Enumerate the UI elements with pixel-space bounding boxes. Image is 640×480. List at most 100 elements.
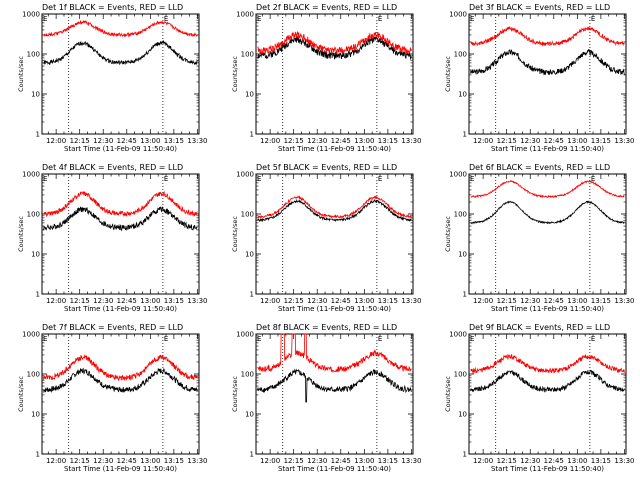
- x-tick-label: 12:15: [497, 137, 517, 145]
- x-tick-label: 12:30: [93, 297, 113, 305]
- x-axis-label: Start Time (11-Feb-09 11:50:40): [491, 465, 604, 473]
- y-tick-label: 1: [36, 451, 40, 459]
- x-tick-label: 12:45: [331, 457, 351, 465]
- x-tick-label: 13:15: [378, 137, 398, 145]
- x-axis-label: Start Time (11-Feb-09 11:50:40): [491, 145, 604, 153]
- x-tick-label: 13:15: [378, 457, 398, 465]
- chart-panel-4: Det 4f BLACK = Events, RED = LLD 1 10 100 10…: [17, 163, 208, 313]
- x-tick-label: 12:15: [70, 297, 90, 305]
- chart-panel-1: Det 1f BLACK = Events, RED = LLD 1 10 100 10…: [17, 3, 208, 153]
- y-tick-label: 10: [458, 251, 467, 259]
- marker-e-end: E: [164, 175, 168, 183]
- series-line-lld: [257, 31, 412, 55]
- marker-e-start: E: [257, 175, 261, 183]
- x-tick-label: 13:15: [164, 137, 184, 145]
- y-tick-label: 1000: [22, 171, 40, 179]
- y-tick-label: 10: [245, 91, 254, 99]
- series-line-events: [43, 40, 198, 66]
- plot-frame: [468, 13, 627, 135]
- marker-e-end: E: [591, 15, 595, 23]
- x-tick-label: 12:45: [117, 137, 137, 145]
- x-tick-label: 12:30: [307, 137, 327, 145]
- y-tick-label: 100: [454, 211, 467, 219]
- chart-panel-9: Det 9f BLACK = Events, RED = LLD 1 10 100 10…: [444, 323, 635, 473]
- x-tick-label: 12:15: [284, 137, 304, 145]
- y-axis-label: Counts/sec: [444, 216, 452, 252]
- x-axis-label: Start Time (11-Feb-09 11:50:40): [491, 305, 604, 313]
- series-line-lld: [43, 19, 198, 38]
- x-tick-label: 12:00: [260, 297, 280, 305]
- marker-e-start: E: [257, 15, 261, 23]
- chart-title: Det 4f BLACK = Events, RED = LLD: [42, 163, 183, 172]
- x-axis-label: Start Time (11-Feb-09 11:50:40): [278, 145, 391, 153]
- chart-title: Det 2f BLACK = Events, RED = LLD: [256, 3, 397, 12]
- plot-frame: [468, 173, 627, 295]
- y-tick-label: 100: [241, 371, 254, 379]
- marker-e-end: E: [378, 15, 382, 23]
- chart-title: Det 3f BLACK = Events, RED = LLD: [469, 3, 610, 12]
- x-tick-label: 13:00: [140, 457, 160, 465]
- plot-frame: [41, 13, 200, 135]
- x-tick-label: 12:15: [497, 297, 517, 305]
- y-tick-label: 1000: [449, 171, 467, 179]
- x-axis-label: Start Time (11-Feb-09 11:50:40): [64, 465, 177, 473]
- series-line-lld: [257, 195, 412, 220]
- y-tick-label: 10: [458, 91, 467, 99]
- y-tick-label: 1000: [22, 331, 40, 339]
- y-tick-label: 1000: [236, 11, 254, 19]
- marker-e-end: E: [164, 335, 168, 343]
- x-tick-label: 12:00: [46, 137, 66, 145]
- chart-panel-7: Det 7f BLACK = Events, RED = LLD 1 10 100 10…: [17, 323, 208, 473]
- y-tick-label: 100: [27, 211, 40, 219]
- marker-e-end: E: [378, 175, 382, 183]
- chart-title: Det 5f BLACK = Events, RED = LLD: [256, 163, 397, 172]
- x-tick-label: 13:30: [187, 137, 207, 145]
- x-tick-label: 13:30: [401, 297, 421, 305]
- chart-title: Det 1f BLACK = Events, RED = LLD: [42, 3, 183, 12]
- x-tick-label: 12:45: [331, 137, 351, 145]
- x-tick-label: 12:30: [520, 137, 540, 145]
- x-tick-label: 13:30: [401, 137, 421, 145]
- series-line-events: [257, 368, 412, 403]
- series-line-lld: [470, 25, 625, 47]
- x-tick-label: 13:00: [567, 297, 587, 305]
- x-tick-label: 12:15: [70, 457, 90, 465]
- marker-e-start: E: [470, 175, 474, 183]
- x-tick-label: 12:00: [260, 457, 280, 465]
- series-line-events: [43, 367, 198, 394]
- x-tick-label: 13:00: [140, 137, 160, 145]
- x-tick-label: 13:00: [140, 297, 160, 305]
- y-tick-label: 1000: [449, 331, 467, 339]
- x-axis-label: Start Time (11-Feb-09 11:50:40): [278, 305, 391, 313]
- y-tick-label: 1000: [22, 11, 40, 19]
- x-tick-label: 12:00: [46, 297, 66, 305]
- y-tick-label: 100: [27, 51, 40, 59]
- x-tick-label: 13:30: [614, 137, 634, 145]
- chart-panel-5: Det 5f BLACK = Events, RED = LLD 1 10 100 10…: [231, 163, 422, 313]
- y-tick-label: 100: [454, 371, 467, 379]
- y-axis-label: Counts/sec: [231, 216, 239, 252]
- x-tick-label: 13:15: [378, 297, 398, 305]
- series-line-lld: [257, 333, 412, 373]
- x-tick-label: 12:30: [307, 457, 327, 465]
- y-tick-label: 100: [241, 211, 254, 219]
- chart-panel-2: Det 2f BLACK = Events, RED = LLD 1 10 100 10…: [231, 3, 422, 153]
- x-axis-label: Start Time (11-Feb-09 11:50:40): [64, 305, 177, 313]
- series-line-events: [470, 369, 625, 393]
- y-tick-label: 10: [31, 251, 40, 259]
- x-tick-label: 12:45: [331, 297, 351, 305]
- x-tick-label: 12:45: [117, 457, 137, 465]
- x-axis-label: Start Time (11-Feb-09 11:50:40): [278, 465, 391, 473]
- marker-e-start: E: [470, 15, 474, 23]
- x-tick-label: 12:45: [544, 137, 564, 145]
- x-tick-label: 12:30: [520, 297, 540, 305]
- chart-panel-8: Det 8f BLACK = Events, RED = LLD 1 10 100 10…: [231, 323, 422, 473]
- y-tick-label: 1000: [449, 11, 467, 19]
- y-axis-label: Counts/sec: [17, 376, 25, 412]
- marker-e-start: E: [43, 175, 47, 183]
- x-tick-label: 12:30: [307, 297, 327, 305]
- series-line-lld: [43, 190, 198, 218]
- marker-e-end: E: [378, 335, 382, 343]
- y-tick-label: 1000: [236, 331, 254, 339]
